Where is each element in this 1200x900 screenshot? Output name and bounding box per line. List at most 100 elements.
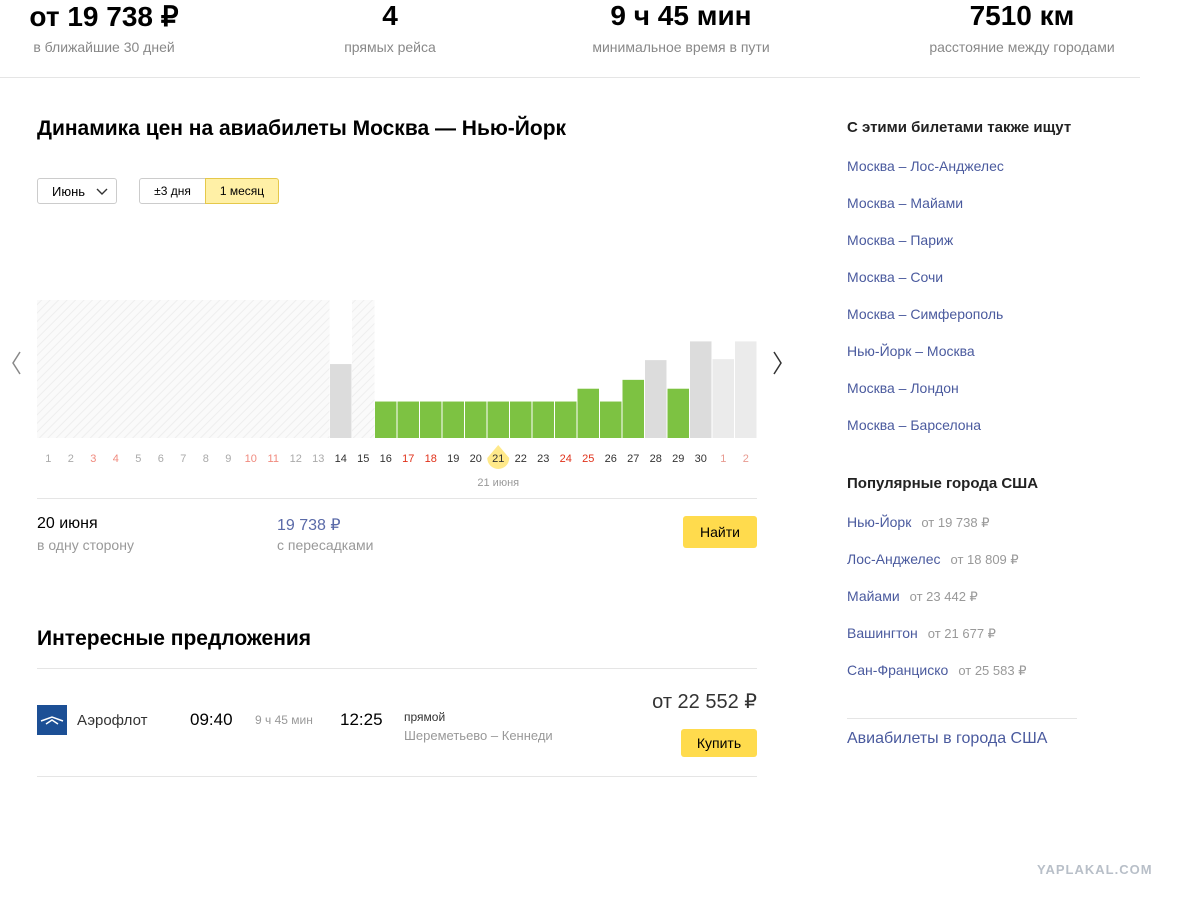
bar <box>442 401 464 438</box>
related-link[interactable]: Москва – Майами <box>847 195 964 211</box>
result-price: 19 738 ₽ <box>277 517 341 534</box>
related-link[interactable]: Москва – Симферополь <box>847 306 1004 322</box>
find-button[interactable]: Найти <box>683 516 757 548</box>
day-label: 24 <box>560 453 572 465</box>
city-link[interactable]: Майами <box>847 588 900 604</box>
unavailable-day <box>59 300 82 438</box>
city-link[interactable]: Лос-Анджелес <box>847 551 941 567</box>
city-price: от 18 809 ₽ <box>950 552 1019 567</box>
divider <box>37 668 757 669</box>
day-label: 15 <box>357 453 369 465</box>
bar <box>510 401 532 438</box>
popular-title: Популярные города США <box>847 475 1039 492</box>
city-link[interactable]: Вашингтон <box>847 625 918 641</box>
range-option-active[interactable]: 1 месяц <box>205 178 279 204</box>
related-title: С этими билетами также ищут <box>847 119 1072 136</box>
day-label: 30 <box>695 453 707 465</box>
day-label: 2 <box>68 453 74 465</box>
day-label: 16 <box>380 453 392 465</box>
bar <box>645 360 667 438</box>
popular-item: Сан-Франциско от 25 583 ₽ <box>847 662 1026 680</box>
bar <box>420 401 442 438</box>
section-title: Динамика цен на авиабилеты Москва — Нью-… <box>37 117 567 140</box>
day-label: 20 <box>470 453 482 465</box>
buy-button[interactable]: Купить <box>681 729 757 757</box>
result-price-note: с пересадками <box>277 537 374 553</box>
depart-time: 09:40 <box>190 710 233 729</box>
offer-price: от 22 552 ₽ <box>652 691 757 713</box>
stat-label: расстояние между городами <box>929 39 1115 55</box>
airline-logo <box>37 705 67 735</box>
month-select[interactable]: Июнь <box>37 178 117 204</box>
day-label: 2 <box>743 453 749 465</box>
related-link[interactable]: Москва – Лондон <box>847 380 959 396</box>
footer-link[interactable]: Авиабилеты в города США <box>847 730 1048 747</box>
unavailable-day <box>194 300 217 438</box>
city-price: от 25 583 ₽ <box>958 663 1027 678</box>
stat-value: 7510 км <box>969 0 1075 31</box>
unavailable-day <box>104 300 127 438</box>
bar <box>600 401 622 438</box>
unavailable-day <box>284 300 307 438</box>
divider <box>0 77 1140 78</box>
unavailable-day <box>262 300 285 438</box>
day-label: 23 <box>537 453 549 465</box>
day-label: 19 <box>447 453 459 465</box>
day-label: 28 <box>650 453 662 465</box>
popular-item: Вашингтон от 21 677 ₽ <box>847 625 996 643</box>
related-link[interactable]: Москва – Париж <box>847 232 954 248</box>
unavailable-day <box>37 300 60 438</box>
city-link[interactable]: Нью-Йорк <box>847 514 912 530</box>
bar <box>532 401 554 438</box>
day-label: 1 <box>45 453 51 465</box>
popular-item: Майами от 23 442 ₽ <box>847 588 978 606</box>
unavailable-day <box>149 300 172 438</box>
day-label: 10 <box>245 453 257 465</box>
related-link[interactable]: Москва – Сочи <box>847 269 944 285</box>
related-link[interactable]: Москва – Барселона <box>847 417 982 433</box>
flight-kind: прямой <box>404 710 446 724</box>
stat-label: минимальное время в пути <box>592 39 770 55</box>
day-label: 17 <box>402 453 414 465</box>
selected-marker <box>487 445 510 469</box>
divider <box>37 776 757 777</box>
prev-arrow[interactable] <box>12 351 21 375</box>
bar <box>330 364 352 438</box>
day-label: 26 <box>605 453 617 465</box>
day-label: 9 <box>225 453 231 465</box>
day-label: 13 <box>312 453 324 465</box>
city-link[interactable]: Сан-Франциско <box>847 662 949 678</box>
stat-value: 9 ч 45 мин <box>610 0 752 31</box>
bar <box>375 401 397 438</box>
stat-label: в ближайшие 30 дней <box>33 39 175 55</box>
route: Шереметьево – Кеннеди <box>404 728 553 743</box>
selected-date: 21 июня <box>477 477 519 489</box>
unavailable-day <box>217 300 240 438</box>
day-label: 7 <box>180 453 186 465</box>
unavailable-day <box>239 300 262 438</box>
related-link[interactable]: Москва – Лос-Анджелес <box>847 158 1004 174</box>
arrive-time: 12:25 <box>340 710 383 729</box>
offers-title: Интересные предложения <box>37 627 312 650</box>
day-label: 1 <box>720 453 726 465</box>
range-option[interactable]: ±3 дня <box>139 178 206 204</box>
stat-label: прямых рейса <box>344 39 436 55</box>
day-label: 29 <box>672 453 684 465</box>
airline: Аэрофлот <box>77 712 148 729</box>
bar <box>712 359 734 438</box>
next-arrow[interactable] <box>773 351 782 375</box>
stat-value: от 19 738 ₽ <box>29 1 179 32</box>
day-label: 25 <box>582 453 594 465</box>
bar <box>667 388 689 438</box>
popular-item: Лос-Анджелес от 18 809 ₽ <box>847 551 1019 569</box>
day-label: 3 <box>90 453 96 465</box>
day-label: 8 <box>203 453 209 465</box>
related-link[interactable]: Нью-Йорк – Москва <box>847 343 975 359</box>
bar <box>735 341 757 438</box>
unavailable-day <box>307 300 330 438</box>
watermark: YAPLAKAL.COM <box>1037 862 1153 877</box>
day-label: 22 <box>515 453 527 465</box>
city-price: от 21 677 ₽ <box>927 626 996 641</box>
day-label: 5 <box>135 453 141 465</box>
